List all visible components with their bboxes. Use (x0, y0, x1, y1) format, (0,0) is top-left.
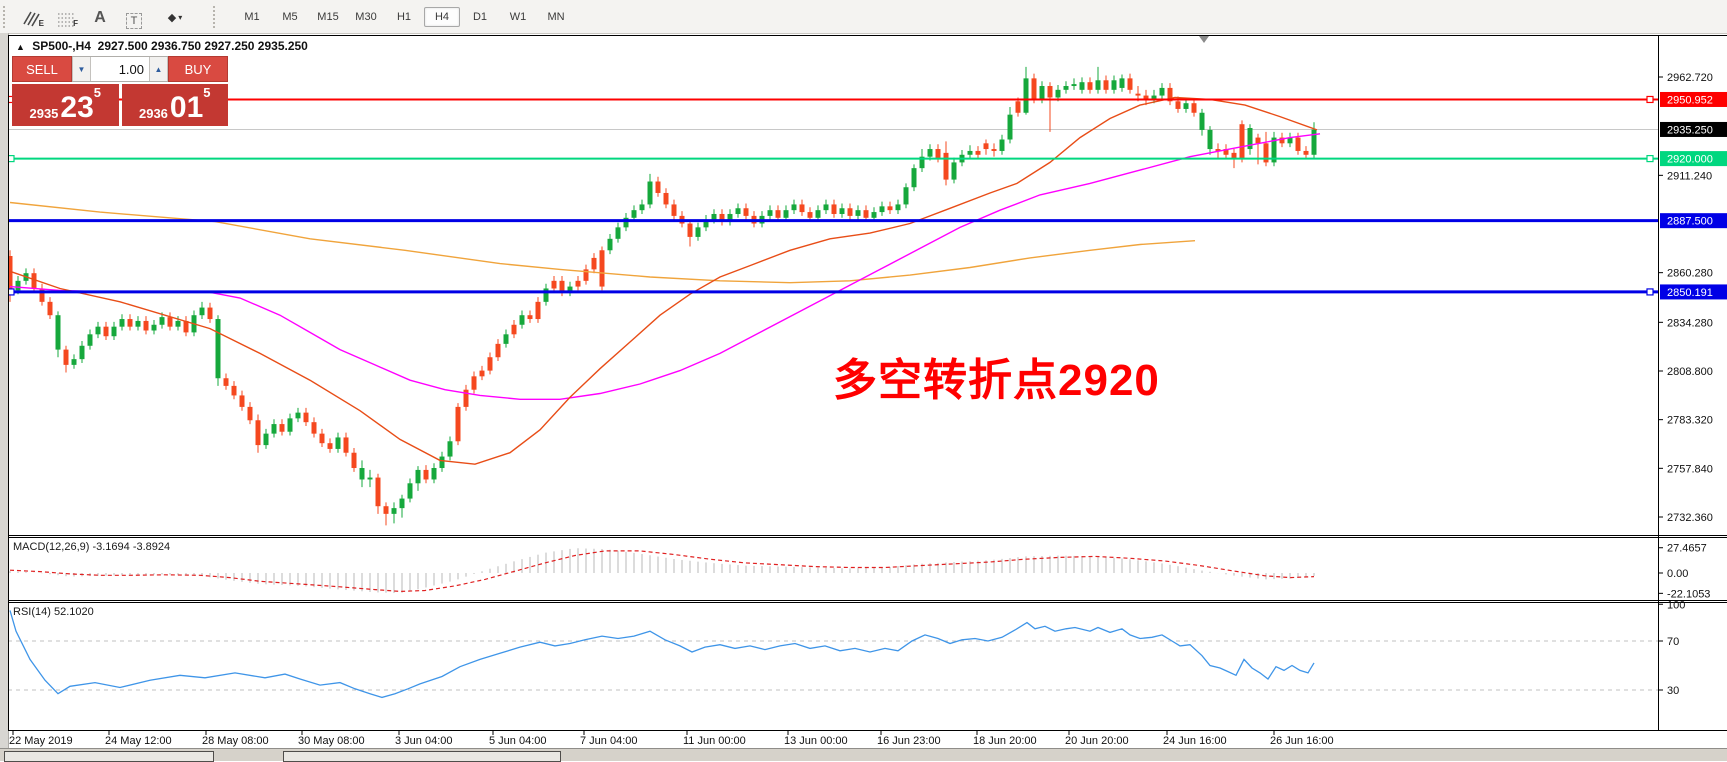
timeframe-button-m15[interactable]: M15 (317, 10, 339, 23)
timeframe-button-d1[interactable]: D1 (472, 10, 488, 23)
moving-averages (9, 96, 1321, 465)
symbol-ohlc-line: ▲ SP500-,H4 2927.500 2936.750 2927.250 2… (16, 39, 308, 53)
timeframe-button-h1[interactable]: H1 (396, 10, 412, 23)
svg-text:24 Jun 16:00: 24 Jun 16:00 (1163, 735, 1227, 747)
svg-text:2834.280: 2834.280 (1667, 317, 1713, 329)
svg-text:26 Jun 16:00: 26 Jun 16:00 (1270, 735, 1334, 747)
svg-text:24 May 12:00: 24 May 12:00 (105, 735, 172, 747)
sell-price-display[interactable]: 2935 23 5 (12, 84, 119, 126)
svg-text:30 May 08:00: 30 May 08:00 (298, 735, 365, 747)
collapse-triangle-icon[interactable]: ▲ (16, 42, 25, 52)
chart-shift-marker-icon[interactable] (1199, 36, 1209, 43)
timeframe-button-h4[interactable]: H4 (424, 6, 460, 27)
svg-text:-22.1053: -22.1053 (1667, 588, 1710, 600)
buy-price-sup: 5 (203, 85, 211, 100)
svg-text:11 Jun 00:00: 11 Jun 00:00 (683, 735, 746, 747)
panel-borders (8, 35, 1727, 731)
timeframe-button-m1[interactable]: M1 (244, 10, 260, 23)
volume-decrease-button[interactable]: ▼ (72, 57, 91, 81)
svg-text:2783.320: 2783.320 (1667, 415, 1713, 427)
svg-text:28 May 08:00: 28 May 08:00 (202, 735, 269, 747)
docked-window-edge (283, 751, 561, 762)
one-click-trade-panel: SELL ▼ ▲ BUY 2935 23 5 2936 01 5 (12, 56, 228, 126)
svg-text:70: 70 (1667, 636, 1679, 648)
objects-list-icon[interactable]: ◆ ▾ (155, 5, 195, 29)
timeframe-button-w1[interactable]: W1 (509, 10, 527, 23)
svg-text:2808.800: 2808.800 (1667, 366, 1713, 378)
sell-price-big: 23 (60, 91, 94, 124)
svg-text:2732.360: 2732.360 (1667, 512, 1713, 524)
grid-icon[interactable]: F (53, 5, 79, 29)
svg-text:2950.952: 2950.952 (1667, 94, 1713, 106)
svg-text:2860.280: 2860.280 (1667, 268, 1713, 280)
svg-text:2935.250: 2935.250 (1667, 124, 1713, 136)
symbol-name: SP500-,H4 (32, 39, 91, 53)
rsi-panel (8, 610, 1658, 699)
svg-text:2911.240: 2911.240 (1667, 170, 1712, 182)
svg-text:20 Jun 20:00: 20 Jun 20:00 (1065, 735, 1129, 747)
volume-spinner: ▼ ▲ (72, 56, 168, 82)
chart-annotation-text[interactable]: 多空转折点2920 (833, 356, 1160, 405)
rsi-line (9, 610, 1315, 699)
toolbar-drag-handle[interactable] (3, 5, 9, 28)
sell-price-prefix: 2935 (29, 106, 59, 121)
candlesticks (8, 66, 1317, 526)
macd-panel (9, 548, 1315, 594)
chart-canvas[interactable]: 2962.720 2911.240 2860.280 2834.280 2808.800… (8, 34, 1727, 748)
price-axis[interactable]: 2962.720 2911.240 2860.280 2834.280 2808.800… (1658, 72, 1727, 697)
svg-text:100: 100 (1667, 599, 1685, 611)
fast-ma-red (9, 96, 1318, 465)
horizontal-line-objects[interactable] (8, 95, 1658, 296)
buy-price-big: 01 (169, 91, 204, 124)
date-axis[interactable]: 22 May 2019 24 May 12:00 28 May 08:00 30 Ma… (9, 730, 1334, 747)
toolbar: E F A T ◆ ▾ M1 M5 M15 M30 H1 H4 D1 W1 MN (0, 0, 1727, 34)
svg-text:27.4657: 27.4657 (1667, 543, 1707, 555)
text-box-icon[interactable]: T (121, 5, 147, 29)
indicators-hatch-icon[interactable]: E (19, 5, 45, 29)
timeframe-button-m5[interactable]: M5 (282, 10, 298, 23)
svg-text:7 Jun 04:00: 7 Jun 04:00 (580, 735, 638, 747)
svg-text:5 Jun 04:00: 5 Jun 04:00 (489, 735, 547, 747)
timeframe-toolbar: M1 M5 M15 M30 H1 H4 D1 W1 MN (233, 6, 575, 27)
svg-text:2850.191: 2850.191 (1667, 287, 1713, 299)
svg-text:22 May 2019: 22 May 2019 (9, 735, 73, 747)
sell-price-sup: 5 (93, 85, 102, 100)
svg-text:0.00: 0.00 (1667, 568, 1688, 580)
slow-ma-orange (9, 201, 1196, 284)
svg-text:2887.500: 2887.500 (1667, 216, 1713, 228)
svg-text:2920.000: 2920.000 (1667, 154, 1713, 166)
sell-button[interactable]: SELL (12, 56, 72, 82)
ohlc-values: 2927.500 2936.750 2927.250 2935.250 (97, 39, 308, 53)
timeframe-button-m30[interactable]: M30 (355, 10, 377, 23)
timeframe-button-mn[interactable]: MN (547, 10, 565, 23)
volume-input[interactable] (91, 57, 149, 81)
toolbar-separator (213, 5, 219, 28)
text-label-icon[interactable]: A (94, 8, 106, 26)
svg-text:18 Jun 20:00: 18 Jun 20:00 (973, 735, 1037, 747)
svg-text:16 Jun 23:00: 16 Jun 23:00 (877, 735, 941, 747)
dropdown-caret-icon[interactable]: ▾ (178, 12, 183, 22)
medium-ma-magenta (9, 133, 1321, 400)
buy-price-display[interactable]: 2936 01 5 (121, 84, 228, 126)
svg-text:2962.720: 2962.720 (1667, 72, 1713, 84)
bottom-window-edge (0, 748, 1727, 762)
buy-button[interactable]: BUY (168, 56, 228, 82)
svg-text:13 Jun 00:00: 13 Jun 00:00 (784, 735, 848, 747)
svg-text:2757.840: 2757.840 (1667, 463, 1713, 475)
svg-text:30: 30 (1667, 685, 1679, 697)
icon-subscript: F (73, 18, 78, 28)
volume-increase-button[interactable]: ▲ (149, 57, 168, 81)
buy-price-prefix: 2936 (138, 106, 168, 121)
macd-indicator-label: MACD(12,26,9) -3.1694 -3.8924 (13, 541, 171, 553)
icon-subscript: E (38, 18, 44, 28)
svg-text:3 Jun 04:00: 3 Jun 04:00 (395, 735, 453, 747)
docked-window-edge (4, 751, 214, 762)
macd-signal-line (9, 550, 1315, 593)
rsi-indicator-label: RSI(14) 52.1020 (13, 606, 94, 618)
